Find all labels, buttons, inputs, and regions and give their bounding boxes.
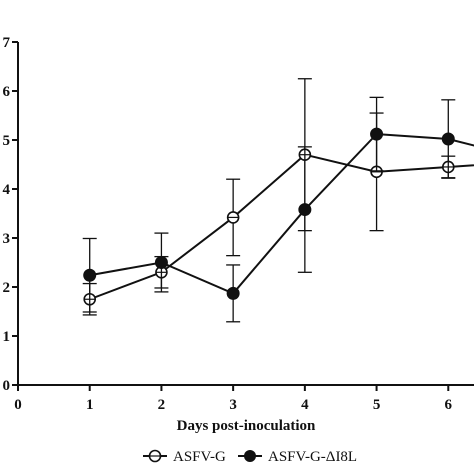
legend-marker-filled-circle [244, 450, 256, 462]
legend-label: ASFV-G-ΔI8L [268, 449, 357, 465]
y-tick-labels: 0 1 2 3 4 5 6 7 [3, 35, 18, 394]
series-asfv-g-delta-i8l [82, 96, 474, 323]
series-line [89, 153, 474, 301]
x-tick-label: 5 [373, 397, 381, 413]
x-tick-label: 4 [301, 397, 309, 413]
data-point [370, 127, 384, 141]
y-tick-label: 1 [3, 329, 11, 345]
x-tick-label: 2 [158, 397, 166, 413]
legend-item-asfv-g-delta-i8l: ASFV-G-ΔI8L [238, 449, 357, 465]
series-layer [82, 78, 474, 323]
x-tick-label: 3 [229, 397, 237, 413]
x-tick-labels: 0 1 2 3 4 5 6 [14, 385, 453, 413]
data-point [83, 268, 97, 282]
x-tick-label: 1 [86, 397, 94, 413]
series-line [89, 133, 474, 295]
y-tick-label: 4 [3, 182, 11, 198]
x-axis-title: Days post-inoculation [177, 418, 316, 434]
data-point [226, 286, 240, 300]
legend-item-asfv-g: ASFV-G [143, 449, 226, 465]
axes-layer [17, 42, 474, 386]
x-tick-label: 0 [14, 397, 22, 413]
y-tick-label: 5 [3, 133, 11, 149]
data-point [298, 203, 312, 217]
data-point [154, 256, 168, 269]
y-tick-label: 7 [3, 35, 11, 51]
y-tick-label: 6 [3, 84, 11, 100]
series-asfv-g [82, 78, 474, 316]
legend: ASFV-G ASFV-G-ΔI8L [143, 449, 357, 465]
y-tick-label: 2 [3, 280, 11, 296]
y-tick-label: 0 [3, 378, 11, 394]
x-tick-label: 6 [445, 397, 453, 413]
legend-label: ASFV-G [173, 449, 226, 465]
data-point [441, 132, 455, 146]
y-tick-label: 3 [3, 231, 11, 247]
